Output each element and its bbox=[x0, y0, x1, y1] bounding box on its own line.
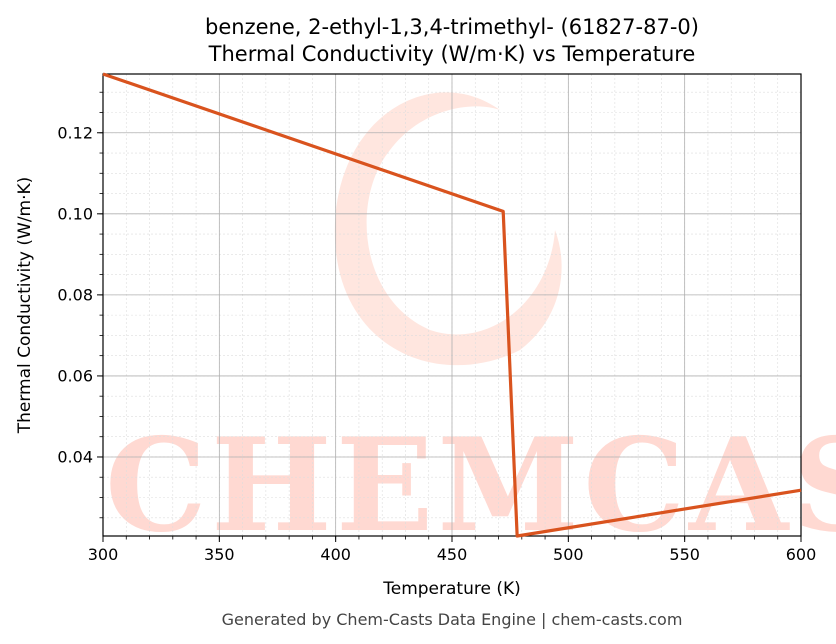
y-tick-label: 0.04 bbox=[57, 447, 93, 466]
x-tick-label: 600 bbox=[786, 545, 817, 564]
x-axis-label: Temperature (K) bbox=[382, 579, 521, 599]
series-line bbox=[102, 72, 802, 538]
chart-title-line2: Thermal Conductivity (W/m·K) vs Temperat… bbox=[208, 42, 696, 66]
y-tick-label: 0.10 bbox=[57, 204, 93, 223]
footer-credit: Generated by Chem-Casts Data Engine | ch… bbox=[222, 610, 683, 629]
watermark-logo-swirl bbox=[334, 92, 562, 366]
series-layer bbox=[102, 72, 802, 538]
x-tick-label: 350 bbox=[204, 545, 235, 564]
watermark-text: CHEMCASTS bbox=[105, 411, 836, 561]
axis-ticks: 300 350 400 450 500 550 600 0.04 0.06 0.08 0.10 0.1… bbox=[57, 91, 817, 564]
x-tick-label: 550 bbox=[669, 545, 700, 564]
x-tick-label: 450 bbox=[437, 545, 468, 564]
chart-title-line1: benzene, 2-ethyl-1,3,4-trimethyl- (61827… bbox=[205, 15, 699, 39]
y-axis-label: Thermal Conductivity (W/m·K) bbox=[15, 177, 35, 435]
x-tick-label: 500 bbox=[553, 545, 584, 564]
watermark: CHEMCASTS bbox=[105, 92, 836, 561]
x-tick-label: 300 bbox=[88, 545, 119, 564]
y-tick-label: 0.06 bbox=[57, 366, 93, 385]
y-tick-label: 0.12 bbox=[57, 123, 93, 142]
y-tick-label: 0.08 bbox=[57, 285, 93, 304]
x-tick-label: 400 bbox=[320, 545, 351, 564]
